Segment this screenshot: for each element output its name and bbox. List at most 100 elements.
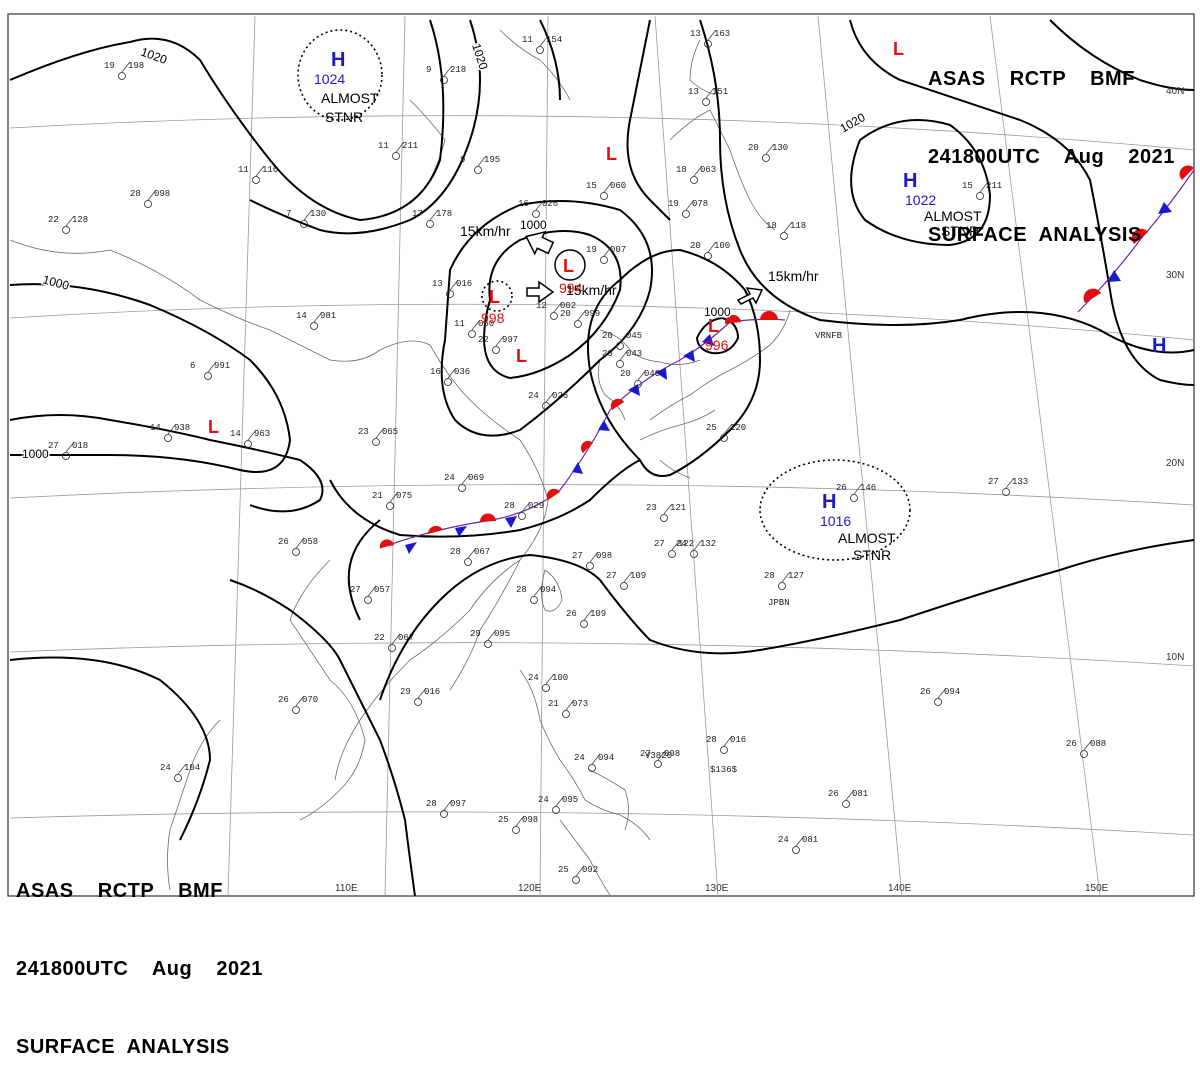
station-circle (300, 220, 308, 228)
low-value: 996 (705, 337, 729, 353)
wind-barb (707, 29, 717, 41)
wind-barb (367, 585, 377, 597)
station-temp: 25 (558, 865, 569, 875)
wind-barb (295, 695, 305, 707)
station-circle (364, 596, 372, 604)
station-pressure: 132 (700, 539, 716, 549)
station-circle (682, 210, 690, 218)
station-circle (458, 484, 466, 492)
station-pressure: 073 (572, 699, 588, 709)
station-temp: 14 (296, 311, 307, 321)
station-plot: 20 130 (748, 143, 788, 162)
station-temp: 26 (278, 537, 289, 547)
station-circle (780, 232, 788, 240)
station-circle (704, 252, 712, 260)
station-pressure: 067 (474, 547, 490, 557)
svg-text:H: H (822, 491, 836, 513)
station-circle (118, 72, 126, 80)
station-plot: 21 075 (372, 491, 412, 510)
station-pressure: 026 (542, 199, 558, 209)
wind-barb (147, 189, 157, 201)
station-circle (792, 846, 800, 854)
station-circle (588, 764, 596, 772)
station-plot: 28 094 (516, 585, 556, 604)
wind-barb (495, 335, 505, 347)
isobars (9, 19, 1195, 897)
wind-barb (565, 699, 575, 711)
wind-barb (417, 687, 427, 699)
wind-barb (65, 215, 75, 227)
station-pressure: 069 (468, 473, 484, 483)
wind-barb (603, 245, 613, 257)
station-circle (144, 200, 152, 208)
high-center: H (1152, 335, 1166, 357)
station-temp: 19 (668, 199, 679, 209)
station-temp: 19 (104, 61, 115, 71)
station-circle (574, 320, 582, 328)
wind-barb (603, 181, 613, 193)
station-pressure: 130 (772, 143, 788, 153)
station-plot: 28 098 (130, 189, 170, 208)
station-temp: 23 (358, 427, 369, 437)
wind-barb (979, 181, 989, 193)
station-circle (536, 46, 544, 54)
high-note: STNR (941, 223, 979, 239)
station-temp: 21 (372, 491, 383, 501)
station-circle (518, 512, 526, 520)
station-circle (244, 440, 252, 448)
station-pressure: 095 (562, 795, 578, 805)
station-temp: 14 (230, 429, 241, 439)
station-pressure: 154 (546, 35, 562, 45)
header-line: SURFACE ANALYSIS (16, 1036, 230, 1058)
station-pressure: 999 (584, 309, 600, 319)
station-temp: 26 (920, 687, 931, 697)
station-pressure: 133 (1012, 477, 1028, 487)
station-pressure: 095 (494, 629, 510, 639)
station-circle (414, 698, 422, 706)
wind-barb (705, 87, 715, 99)
svg-text:L: L (489, 287, 500, 307)
high-note: ALMOST (838, 530, 896, 546)
station-temp: 7 (286, 209, 291, 219)
station-plot: 14 963 (230, 429, 270, 448)
station-circle (600, 192, 608, 200)
station-pressure: 058 (302, 537, 318, 547)
station-temp: 24 (160, 763, 171, 773)
wind-barb (937, 687, 947, 699)
station-temp: 25 (706, 423, 717, 433)
station-temp: 15 (962, 181, 973, 191)
station-plot: 25 098 (498, 815, 538, 834)
station-pressure: 100 (714, 241, 730, 251)
station-pressure: 211 (986, 181, 1002, 191)
station-pressure: 092 (582, 865, 598, 875)
station-temp: 13 (688, 87, 699, 97)
lat-label: 20N (1166, 458, 1184, 469)
station-temp: 20 (602, 331, 613, 341)
station-pressure: 097 (450, 799, 466, 809)
wind-barb (443, 65, 453, 77)
high-value: 1024 (314, 71, 345, 87)
station-circle (474, 166, 482, 174)
station-circle (440, 76, 448, 84)
station-pressure: 109 (590, 609, 606, 619)
station-plot: 19 007 (586, 245, 626, 264)
station-circle (174, 774, 182, 782)
wind-barb (553, 301, 563, 313)
station-plot: 6 991 (190, 361, 230, 380)
station-temp: 28 (130, 189, 141, 199)
movement-arrows (525, 230, 764, 305)
station-plot: 28 097 (426, 799, 466, 818)
station-temp: 24 (676, 539, 687, 549)
station-plot: 20 040 (620, 369, 660, 388)
station-plot: 29 016 (400, 687, 440, 706)
wind-barb (515, 815, 525, 827)
station-temp: 17 (412, 209, 423, 219)
station-circle (550, 312, 558, 320)
station-circle (562, 710, 570, 718)
station-circle (600, 256, 608, 264)
station-temp: 22 (478, 335, 489, 345)
station-plot: 27 098 (572, 551, 612, 570)
latitude-lines (9, 115, 1195, 836)
station-temp: 28 (764, 571, 775, 581)
station-plot: 25 092 (558, 865, 598, 884)
